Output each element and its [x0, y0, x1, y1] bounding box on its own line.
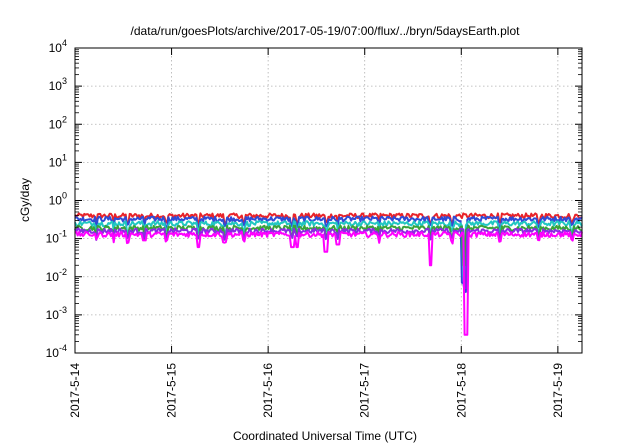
- y-axis-label: cGy/day: [18, 178, 32, 222]
- chart-title: /data/run/goesPlots/archive/2017-05-19/0…: [131, 24, 521, 38]
- series-line: [74, 224, 583, 267]
- series-line: [74, 215, 583, 293]
- y-tick-label: 104: [49, 38, 67, 55]
- y-tick-label: 10-2: [46, 267, 67, 284]
- series-line: [74, 220, 583, 278]
- y-tick-label: 10-3: [46, 305, 67, 322]
- x-tick-label: 2017-5-18: [454, 363, 468, 418]
- x-tick-label: 2017-5-16: [261, 363, 275, 418]
- y-tick-label: 10-1: [46, 229, 67, 246]
- grid: [75, 48, 582, 353]
- x-tick-label: 2017-5-19: [551, 363, 565, 418]
- y-tick-label: 102: [49, 114, 67, 131]
- y-tick-label: 10-4: [46, 343, 67, 360]
- x-tick-label: 2017-5-14: [68, 363, 82, 418]
- ticks: 10-4 10-3 10-2 10-1 100 101 102 103 104 2017-5-14…: [46, 38, 582, 418]
- x-tick-label: 2017-5-17: [358, 363, 372, 418]
- y-tick-label: 101: [49, 152, 67, 169]
- x-tick-label: 2017-5-15: [165, 363, 179, 418]
- y-tick-label: 103: [49, 76, 67, 93]
- series-line: [74, 231, 583, 336]
- series-group: [74, 212, 583, 336]
- y-tick-label: 100: [49, 191, 67, 208]
- x-axis-label: Coordinated Universal Time (UTC): [233, 429, 417, 443]
- series-line: [74, 212, 583, 226]
